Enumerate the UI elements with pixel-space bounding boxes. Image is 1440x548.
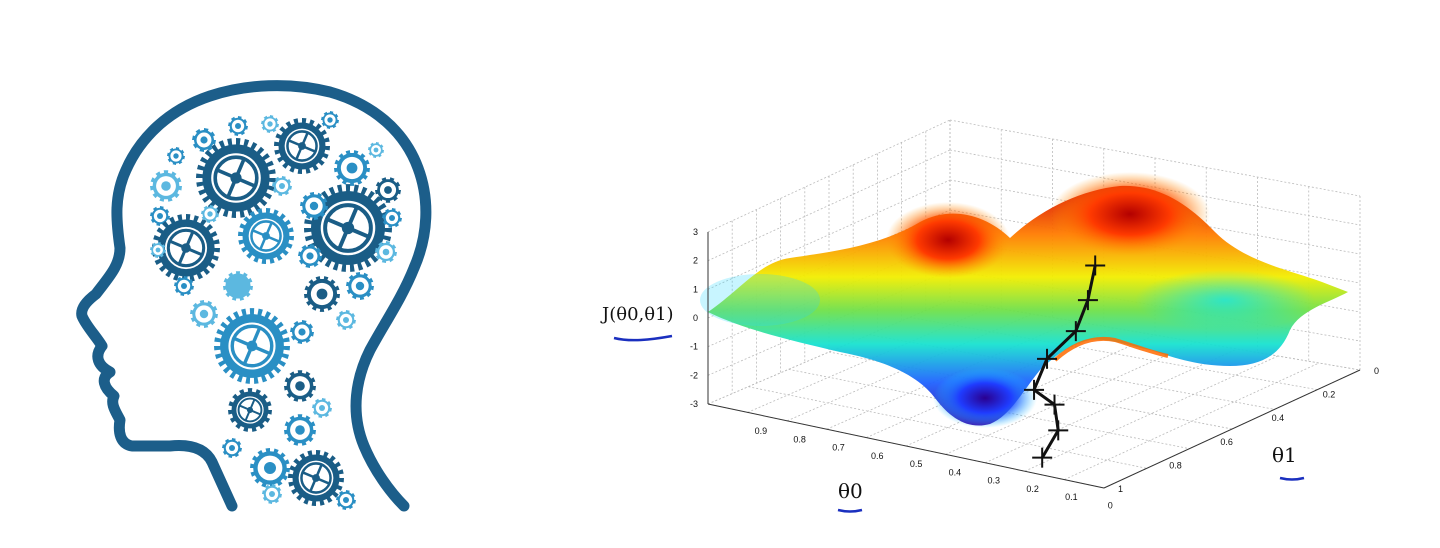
y-axis-underline [1279, 476, 1305, 481]
gear-icon [346, 272, 374, 300]
gear-icon [375, 241, 397, 263]
surface-edge [1053, 336, 1169, 362]
cyan-pool [1135, 270, 1315, 330]
valley-min [933, 368, 1037, 428]
gear-icon [284, 370, 316, 402]
x-tick-label: 0.3 [988, 476, 1001, 486]
gear-icon [336, 310, 356, 330]
peak-right [1050, 172, 1210, 256]
gear-icon [228, 388, 272, 432]
x-tick-label: 0.4 [949, 467, 962, 477]
gear-icon [382, 208, 402, 228]
z-tick-label: -2 [690, 370, 698, 380]
tick-labels: 3210-1-2-30.90.80.70.60.50.40.30.20.1000… [690, 227, 1379, 510]
gear-icon [192, 128, 216, 152]
descent-step-marker [1085, 255, 1106, 276]
gear-icon [201, 205, 219, 223]
gear-icon [290, 320, 314, 344]
y-tick-label: 0.8 [1169, 460, 1182, 470]
x-axis-underline [837, 508, 863, 513]
z-tick-label: 3 [693, 227, 698, 237]
x-tick-label: 0.5 [910, 459, 923, 469]
gear-icon [150, 206, 170, 226]
gear-icon [284, 414, 316, 446]
descent-step-marker [1048, 420, 1069, 441]
gear-icon [300, 192, 328, 220]
gear-icon [368, 142, 384, 158]
gear-hub-icon [226, 274, 250, 298]
gear-icon [222, 438, 242, 458]
surface-body [708, 185, 1348, 426]
x-tick-label: 0 [1108, 500, 1113, 510]
gear-icon [261, 115, 279, 133]
z-tick-label: 0 [693, 313, 698, 323]
x-tick-label: 0.1 [1065, 492, 1078, 502]
gear-cluster [150, 111, 402, 510]
gear-icon [190, 300, 218, 328]
gear-icon [250, 448, 290, 488]
x-tick-label: 0.8 [793, 434, 806, 444]
y-tick-label: 0.4 [1272, 413, 1285, 423]
z-tick-label: -3 [690, 399, 698, 409]
y-tick-label: 1 [1118, 484, 1123, 494]
x-tick-label: 0.2 [1026, 484, 1039, 494]
descent-path [1024, 255, 1106, 468]
z-tick-label: 1 [693, 284, 698, 294]
gear-icon [167, 147, 185, 165]
peak-left [886, 202, 1010, 278]
gear-icon [196, 138, 276, 218]
gear-icon [262, 484, 282, 504]
gear-icon [321, 111, 339, 129]
x-tick-label: 0.9 [755, 426, 768, 436]
descent-step-marker [1024, 379, 1045, 400]
gear-icon [334, 150, 370, 186]
gear-icon [274, 118, 330, 174]
descent-step-marker [1032, 447, 1053, 468]
head-outline [76, 80, 432, 512]
x-tick-label: 0.7 [832, 443, 845, 453]
x-axis-label: θ0 [838, 479, 863, 503]
head-with-gears-icon [76, 80, 432, 512]
gear-icon [150, 170, 182, 202]
x-tick-label: 0.6 [871, 451, 884, 461]
gear-icon [336, 490, 356, 510]
descent-step-marker [1044, 394, 1065, 415]
gear-icon [150, 242, 166, 258]
y-tick-label: 0 [1374, 366, 1379, 376]
gear-icon [304, 276, 340, 312]
y-axis-label: θ1 [1272, 443, 1297, 467]
y-axis-line [1103, 369, 1361, 489]
gear-icon [152, 214, 220, 282]
z-axis-underline [613, 334, 673, 342]
gear-icon [214, 308, 290, 384]
z-axis-label: J(θ0,θ1) [600, 304, 674, 325]
z-tick-label: -1 [690, 342, 698, 352]
descent-step-marker [1037, 348, 1058, 369]
gear-icon [174, 276, 194, 296]
descent-step-marker [1077, 290, 1098, 311]
x-axis-line [707, 403, 1105, 489]
gear-icon [375, 177, 401, 203]
surface-plot: 3210-1-2-30.90.80.70.60.50.40.30.20.1000… [600, 119, 1379, 513]
cost-surface [700, 172, 1348, 428]
gear-icon [272, 176, 292, 196]
gear-icon [298, 244, 322, 268]
gear-icon [238, 208, 294, 264]
cyan-pool-left [700, 274, 820, 326]
plot-axes [707, 232, 1361, 489]
y-tick-label: 0.2 [1323, 390, 1336, 400]
gear-icon [312, 398, 332, 418]
y-tick-label: 0.6 [1220, 437, 1233, 447]
gear-icon [288, 450, 344, 506]
descent-step-marker [1065, 321, 1086, 342]
z-tick-label: 2 [693, 256, 698, 266]
gear-icon [228, 116, 248, 136]
